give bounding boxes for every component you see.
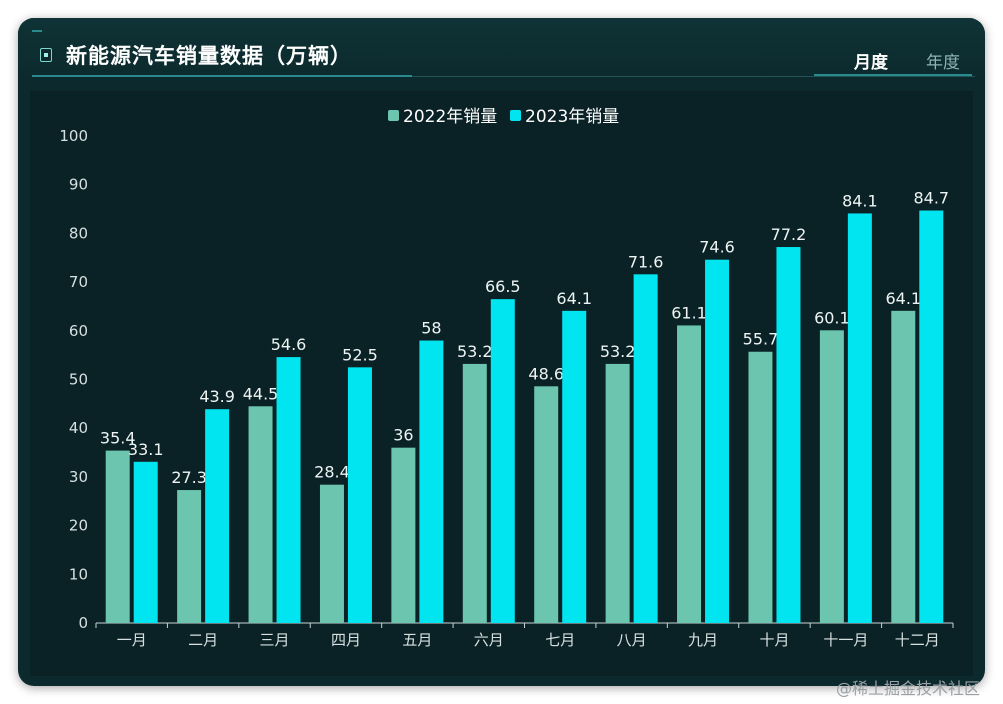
- data-label: 44.5: [243, 384, 279, 403]
- data-label: 64.1: [885, 289, 921, 308]
- x-tick-label: 九月: [688, 631, 718, 649]
- data-label: 60.1: [814, 308, 850, 327]
- data-label: 35.4: [100, 429, 136, 448]
- data-label: 27.3: [171, 468, 207, 487]
- data-label: 52.5: [342, 345, 378, 364]
- data-label: 84.7: [913, 189, 949, 208]
- header-divider: [32, 76, 975, 77]
- y-tick-label: 50: [69, 371, 88, 389]
- y-tick-label: 70: [69, 273, 88, 291]
- bar-2022: [391, 447, 416, 623]
- legend-swatch-2023: [510, 110, 521, 121]
- panel-title: 新能源汽车销量数据（万辆）: [66, 44, 352, 68]
- data-label: 48.6: [528, 364, 564, 383]
- bar-2022: [319, 484, 344, 623]
- x-tick-label: 一月: [117, 631, 147, 649]
- data-label: 54.6: [271, 335, 307, 354]
- y-tick-label: 0: [78, 614, 88, 632]
- x-tick-label: 十月: [759, 631, 789, 649]
- bar-2022: [819, 330, 844, 623]
- bar-2022: [605, 363, 630, 623]
- bar-2022: [177, 490, 202, 623]
- y-tick-label: 60: [69, 322, 88, 340]
- bar-2023: [919, 210, 944, 624]
- bar-2023: [205, 409, 230, 623]
- y-tick-label: 40: [69, 419, 88, 437]
- bar-2023: [133, 461, 158, 623]
- data-label: 36: [393, 426, 413, 445]
- x-tick-label: 八月: [617, 631, 647, 649]
- data-label: 64.1: [556, 289, 592, 308]
- bar-2022: [534, 386, 559, 623]
- legend-swatch-2022: [388, 110, 399, 121]
- data-label: 84.1: [842, 191, 878, 210]
- watermark-text: @稀土掘金技术社区: [836, 679, 981, 698]
- bar-2023: [633, 274, 658, 623]
- legend-label-2022: 2022年销量: [403, 107, 497, 127]
- legend-label-2023: 2023年销量: [525, 107, 619, 127]
- bar-2023: [347, 367, 372, 623]
- x-tick-label: 三月: [260, 631, 290, 649]
- header-divider-accent: [32, 75, 412, 77]
- y-tick-label: 90: [69, 176, 88, 194]
- bar-2023: [847, 213, 872, 624]
- x-tick-label: 十二月: [895, 631, 940, 649]
- x-tick-label: 二月: [188, 631, 218, 649]
- bar-2022: [748, 351, 773, 623]
- bar-2023: [705, 259, 730, 623]
- data-label: 77.2: [771, 225, 807, 244]
- bar-2023: [776, 247, 801, 623]
- bar-2023: [490, 299, 515, 623]
- y-tick-label: 20: [69, 517, 88, 535]
- y-tick-label: 10: [69, 565, 88, 583]
- data-label: 43.9: [199, 387, 235, 406]
- panel-header: 新能源汽车销量数据（万辆） 月度 年度: [18, 18, 985, 78]
- x-tick-label: 七月: [545, 631, 575, 649]
- bar-2023: [562, 310, 587, 623]
- tab-yearly[interactable]: 年度: [926, 53, 960, 73]
- title-square-icon: [40, 48, 52, 62]
- y-tick-label: 30: [69, 468, 88, 486]
- data-label: 66.5: [485, 277, 521, 296]
- bar-2023: [276, 357, 301, 623]
- data-label: 55.7: [743, 330, 779, 349]
- bar-2022: [105, 450, 130, 623]
- x-tick-label: 四月: [331, 631, 361, 649]
- tab-underline: [814, 74, 972, 76]
- bar-2022: [462, 363, 487, 623]
- data-label: 28.4: [314, 463, 350, 482]
- data-label: 61.1: [671, 303, 707, 322]
- data-label: 53.2: [457, 342, 493, 361]
- header-corner-decoration: [32, 30, 42, 32]
- x-tick-label: 十一月: [823, 631, 868, 649]
- x-tick-label: 五月: [402, 631, 432, 649]
- y-tick-label: 80: [69, 224, 88, 242]
- x-tick-label: 六月: [474, 631, 504, 649]
- bar-2022: [891, 310, 916, 623]
- data-label: 58: [421, 319, 441, 338]
- data-label: 74.6: [699, 238, 735, 257]
- bar-2023: [419, 340, 444, 623]
- data-label: 71.6: [628, 252, 664, 271]
- tab-monthly[interactable]: 月度: [854, 53, 888, 73]
- data-label: 33.1: [128, 440, 164, 459]
- bar-2022: [677, 325, 702, 623]
- y-tick-label: 100: [59, 127, 88, 145]
- data-label: 53.2: [600, 342, 636, 361]
- bar-2022: [248, 406, 273, 623]
